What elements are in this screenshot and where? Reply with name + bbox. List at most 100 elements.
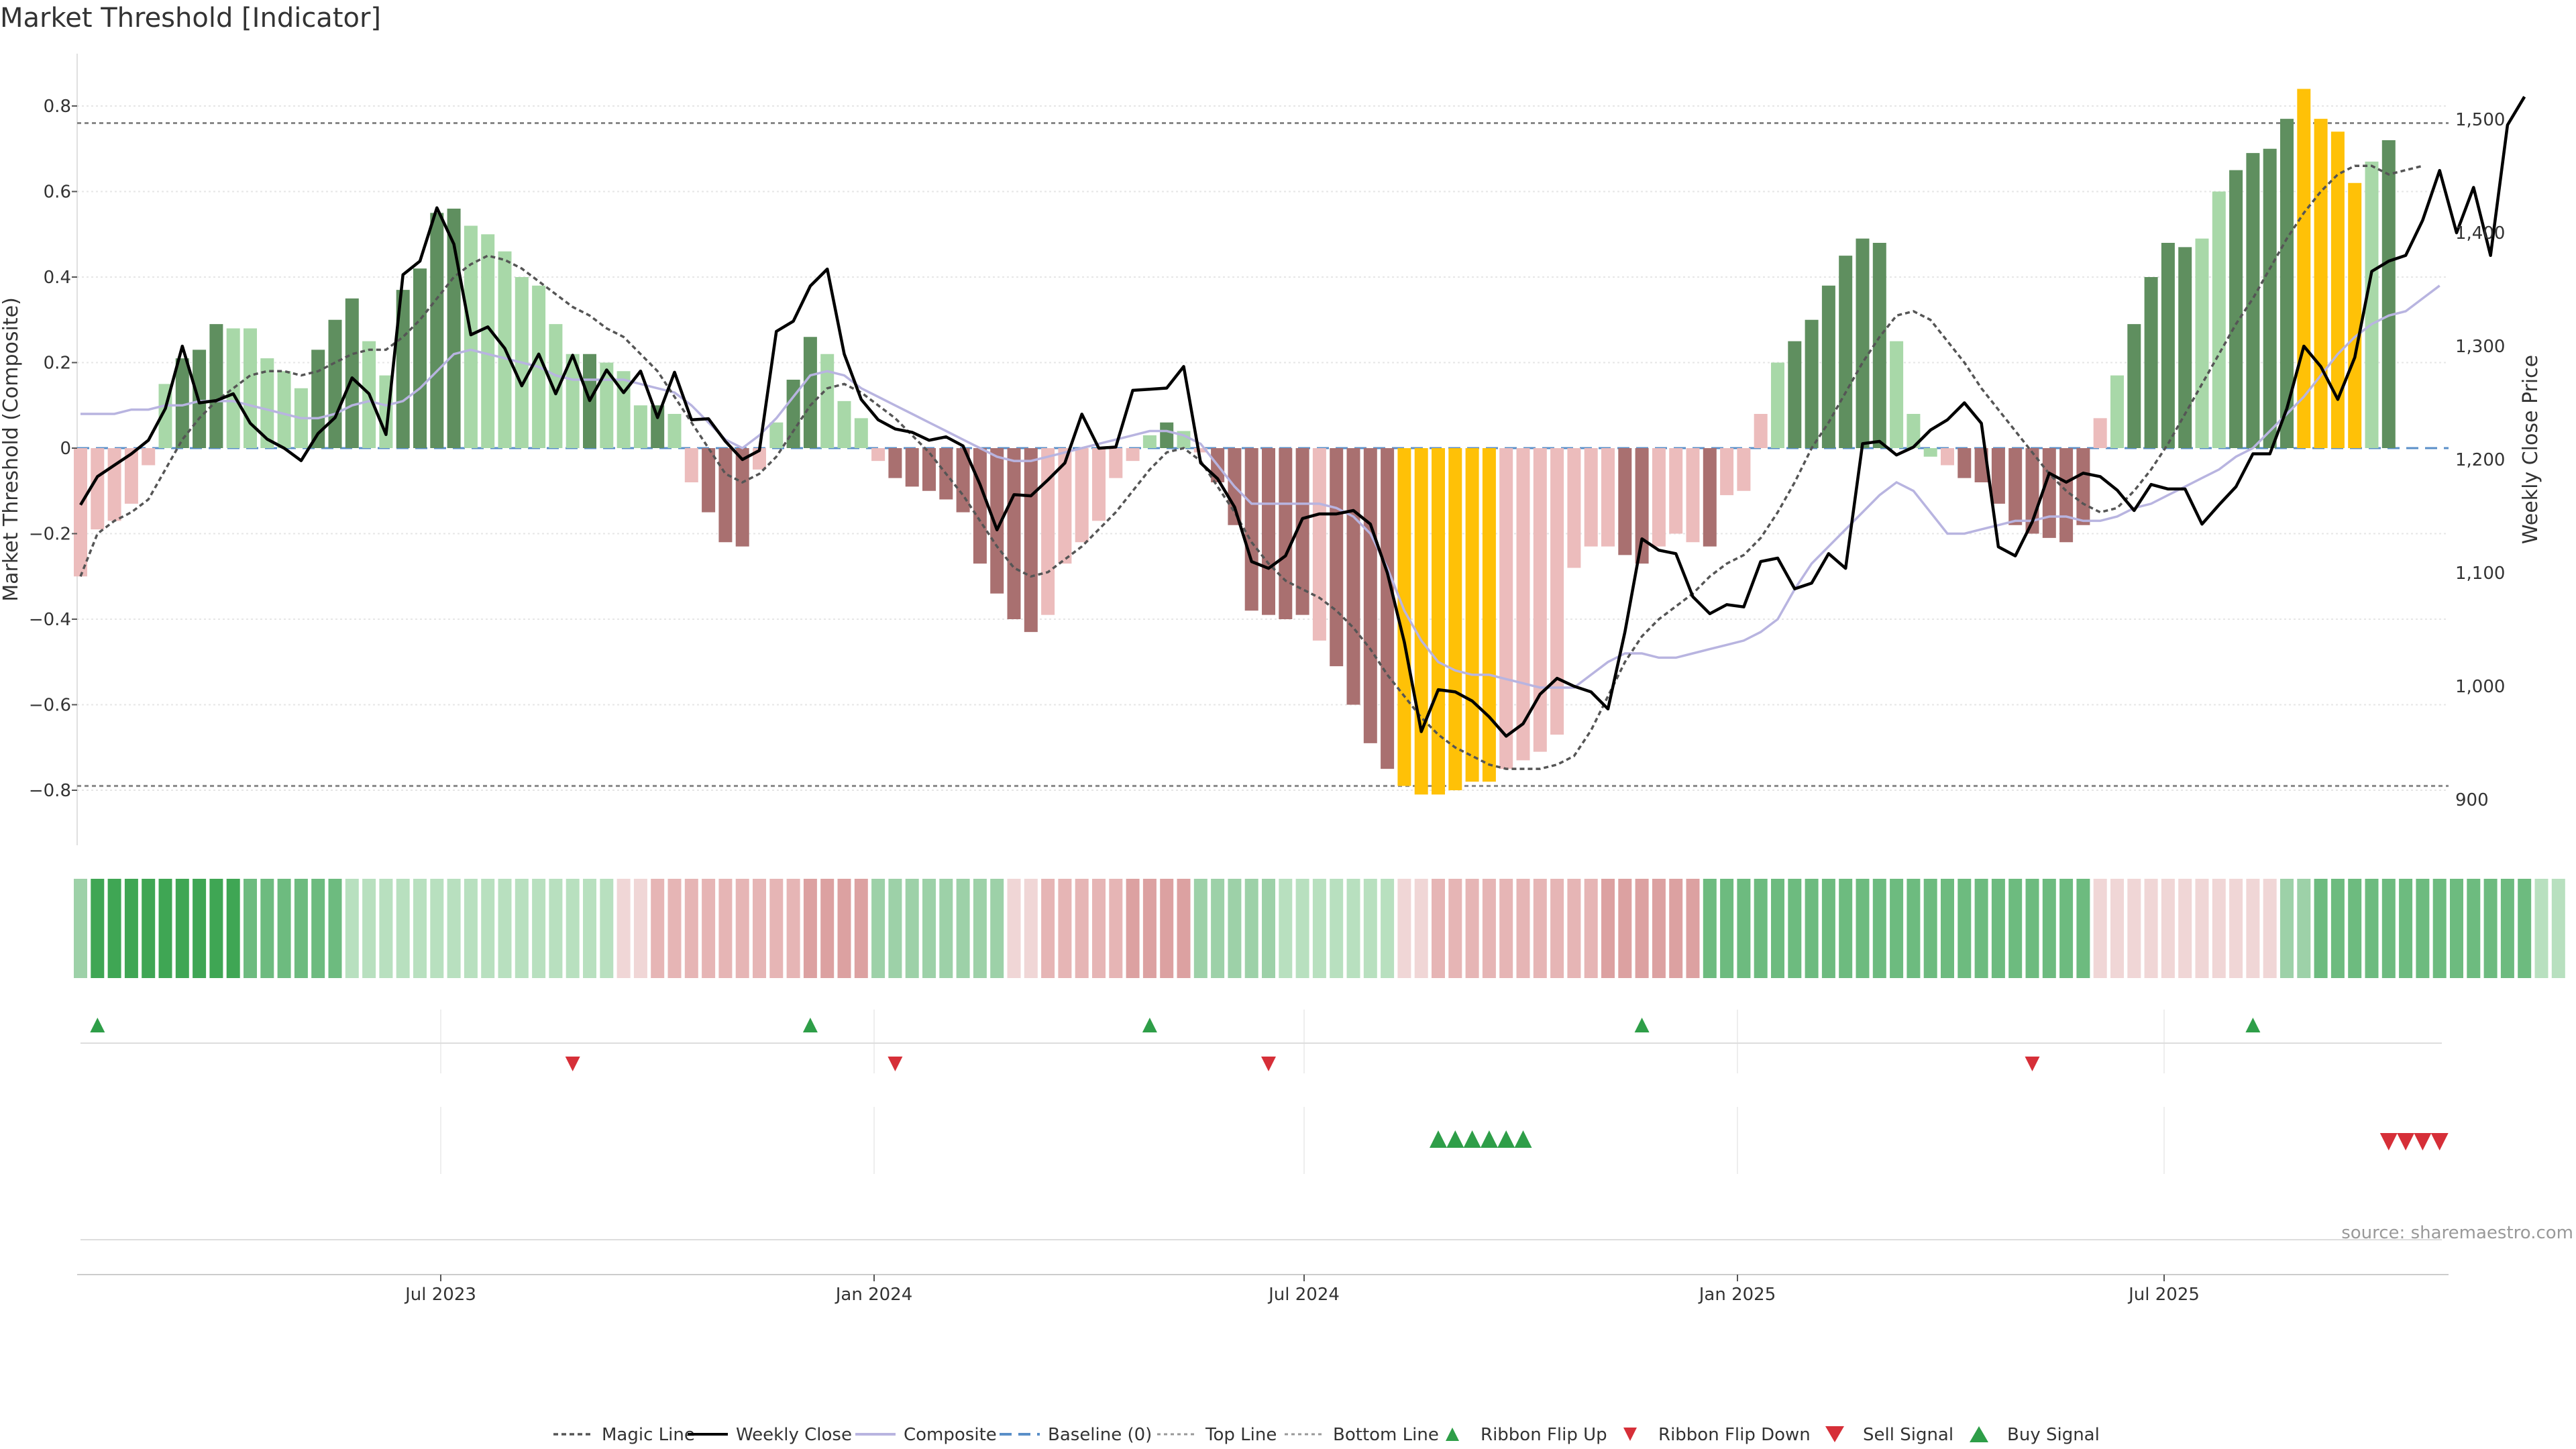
ribbon-cell: [277, 879, 291, 978]
threshold-bar: [1295, 448, 1309, 615]
threshold-bar: [2365, 161, 2379, 448]
ribbon-cell: [2076, 879, 2090, 978]
threshold-bar: [702, 448, 716, 513]
ribbon-cell: [2093, 879, 2107, 978]
threshold-bar: [1142, 435, 1157, 448]
ribbon-cell: [1805, 879, 1819, 978]
threshold-bar: [1890, 341, 1904, 448]
ribbon-cell: [803, 879, 817, 978]
threshold-bar: [549, 324, 563, 448]
threshold-bar: [600, 362, 614, 448]
ribbon-cell: [345, 879, 359, 978]
ribbon-cell: [1771, 879, 1784, 978]
ribbon-cell: [107, 879, 121, 978]
source-credit: source: sharemaestro.com: [2341, 1223, 2573, 1243]
ribbon-cell: [430, 879, 444, 978]
threshold-bar: [2093, 418, 2107, 448]
ribbon-cell: [888, 879, 902, 978]
ribbon-cell: [1177, 879, 1191, 978]
threshold-bar: [1041, 448, 1055, 615]
threshold-bar: [142, 448, 156, 466]
ribbon-cell: [2144, 879, 2158, 978]
x-tick-label: Jul 2024: [1267, 1285, 1340, 1305]
ribbon-cell: [1482, 879, 1496, 978]
ribbon-cell: [549, 879, 563, 978]
left-axis-label: Market Threshold (Composite): [0, 297, 23, 602]
threshold-bar: [1567, 448, 1581, 568]
threshold-bar: [1856, 238, 1870, 448]
threshold-bar: [2144, 277, 2158, 448]
weekly-close-line: [79, 96, 2526, 738]
left-tick-label: −0.2: [29, 525, 71, 545]
ribbon-cell: [2330, 879, 2345, 978]
ribbon-cell: [905, 879, 919, 978]
ribbon-cell: [1703, 879, 1717, 978]
ribbon-cell: [854, 879, 868, 978]
ribbon-cell: [820, 879, 835, 978]
ribbon-cell: [464, 879, 478, 978]
ribbon-cell: [498, 879, 512, 978]
threshold-bar: [481, 234, 495, 448]
legend-item: Composite: [855, 1425, 997, 1445]
ribbon-cell: [175, 879, 189, 978]
ribbon-cell: [2110, 879, 2124, 978]
ribbon-cell: [294, 879, 308, 978]
threshold-bar: [651, 405, 665, 448]
ribbon-cell: [2416, 879, 2430, 978]
threshold-bar: [2381, 140, 2396, 448]
ribbon-flip-up-marker: [1634, 1018, 1650, 1032]
ribbon-cell: [566, 879, 580, 978]
left-tick-label: 0.2: [44, 354, 71, 374]
ribbon-cell: [1618, 879, 1632, 978]
legend-item: Ribbon Flip Down: [1623, 1425, 1811, 1445]
threshold-bar: [684, 448, 698, 482]
ribbon-cell: [600, 879, 614, 978]
threshold-bar: [396, 290, 410, 448]
legend-item: Weekly Close: [688, 1425, 852, 1445]
threshold-bar: [566, 354, 580, 448]
ribbon-cell: [1533, 879, 1547, 978]
legend-item: Sell Signal: [1825, 1425, 1953, 1445]
right-tick-label: 1,200: [2455, 450, 2505, 470]
legend-item: Top Line: [1157, 1425, 1277, 1445]
legend-label: Sell Signal: [1863, 1425, 1953, 1445]
ribbon-cell: [328, 879, 342, 978]
ribbon-cell: [1821, 879, 1835, 978]
ribbon-cell: [481, 879, 495, 978]
left-axis-ticks: 0.8 0.6 0.4 0.2 0 −0.2 −0.4 −0.6 −0.8: [29, 97, 77, 801]
ribbon-cell: [1499, 879, 1513, 978]
threshold-bar: [1346, 448, 1360, 705]
threshold-bar: [1448, 448, 1462, 790]
ribbon-cell: [753, 879, 766, 978]
ribbon-flip-down-marker: [565, 1057, 580, 1071]
threshold-bar: [107, 448, 121, 521]
composite-line: [80, 284, 2440, 689]
ribbon-cell: [532, 879, 546, 978]
threshold-bar: [1550, 448, 1564, 735]
ribbon-flip-up-marker: [1142, 1018, 1157, 1032]
ribbon-cell: [209, 879, 223, 978]
threshold-bar: [1414, 448, 1428, 795]
ribbon-cell: [2161, 879, 2175, 978]
legend-label: Top Line: [1205, 1425, 1277, 1445]
threshold-bar: [1279, 448, 1293, 619]
legend-label: Weekly Close: [736, 1425, 852, 1445]
ribbon-cell: [633, 879, 647, 978]
left-tick-label: 0.6: [44, 182, 71, 203]
ribbon-cell: [1075, 879, 1089, 978]
threshold-bar: [956, 448, 970, 513]
threshold-bar: [2330, 131, 2345, 448]
right-tick-label: 1,000: [2455, 677, 2505, 697]
legend-label: Ribbon Flip Down: [1658, 1425, 1811, 1445]
threshold-bar: [1432, 448, 1445, 795]
threshold-bar: [1754, 414, 1768, 448]
ribbon-cell: [1397, 879, 1411, 978]
threshold-bar: [922, 448, 936, 491]
ribbon-cell: [362, 879, 376, 978]
ribbon-cell: [939, 879, 953, 978]
threshold-bar: [871, 448, 885, 462]
ribbon-cell: [158, 879, 172, 978]
threshold-bar: [2110, 375, 2124, 448]
threshold-bar: [2042, 448, 2056, 538]
ribbon-cell: [2263, 879, 2277, 978]
